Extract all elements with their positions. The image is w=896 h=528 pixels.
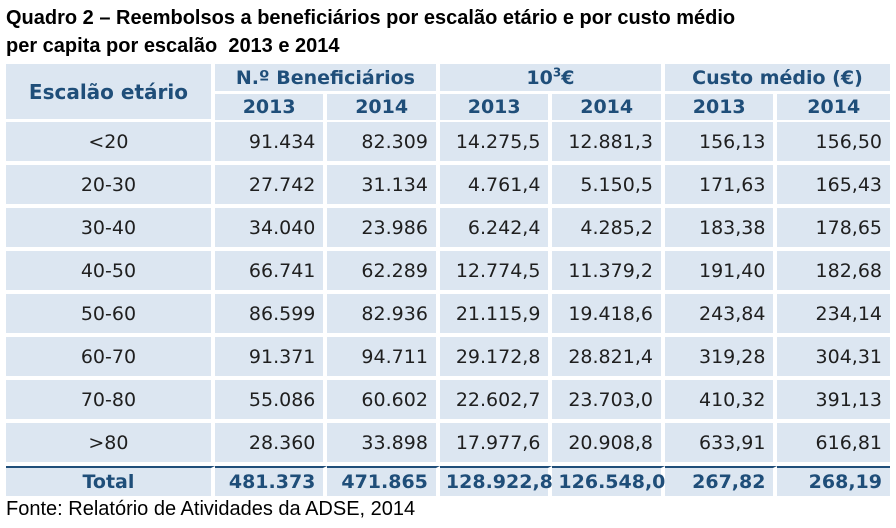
beneficiaries-header: N.º Beneficiários — [214, 64, 440, 94]
table-row: 20-30 27.742 31.134 4.761,4 5.150,5 171,… — [6, 165, 890, 208]
table-row: >80 28.360 33.898 17.977,6 20.908,8 633,… — [6, 423, 890, 466]
year-header: 2014 — [777, 94, 890, 122]
amount-header-exponent: 3 — [552, 65, 562, 80]
table-row: 60-70 91.371 94.711 29.172,8 28.821,4 31… — [6, 337, 890, 380]
year-header: 2013 — [664, 94, 778, 122]
total-avg-cost-2013: 267,82 — [664, 466, 778, 496]
year-header: 2013 — [214, 94, 328, 122]
avg-cost-2014-cell: 182,68 — [777, 251, 890, 294]
age-group-cell: 20-30 — [6, 165, 215, 208]
amount-2014-cell: 4.285,2 — [552, 208, 665, 251]
avg-cost-2013-cell: 183,38 — [664, 208, 778, 251]
amount-2014-cell: 11.379,2 — [552, 251, 665, 294]
beneficiaries-2014-cell: 82.936 — [327, 294, 440, 337]
amount-2013-cell: 6.242,4 — [439, 208, 553, 251]
beneficiaries-2014-cell: 82.309 — [327, 122, 440, 165]
age-group-cell: <20 — [6, 122, 215, 165]
beneficiaries-2013-cell: 28.360 — [214, 423, 328, 466]
age-group-cell: 60-70 — [6, 337, 215, 380]
beneficiaries-2013-cell: 66.741 — [214, 251, 328, 294]
beneficiaries-2014-cell: 31.134 — [327, 165, 440, 208]
year-header: 2014 — [327, 94, 440, 122]
table-row: <20 91.434 82.309 14.275,5 12.881,3 156,… — [6, 122, 890, 165]
total-amount-2013: 128.922,8 — [439, 466, 553, 496]
avg-cost-2014-cell: 165,43 — [777, 165, 890, 208]
beneficiaries-2013-cell: 91.434 — [214, 122, 328, 165]
amount-2013-cell: 12.774,5 — [439, 251, 553, 294]
amount-2014-cell: 20.908,8 — [552, 423, 665, 466]
amount-2014-cell: 19.418,6 — [552, 294, 665, 337]
beneficiaries-2014-cell: 60.602 — [327, 380, 440, 423]
total-amount-2014: 126.548,0 — [552, 466, 665, 496]
year-header: 2013 — [439, 94, 553, 122]
table-row: 40-50 66.741 62.289 12.774,5 11.379,2 19… — [6, 251, 890, 294]
table-row: 30-40 34.040 23.986 6.242,4 4.285,2 183,… — [6, 208, 890, 251]
amount-2013-cell: 4.761,4 — [439, 165, 553, 208]
avg-cost-2013-cell: 319,28 — [664, 337, 778, 380]
total-row: Total 481.373 471.865 128.922,8 126.548,… — [6, 466, 890, 496]
amount-2013-cell: 29.172,8 — [439, 337, 553, 380]
table-title: Quadro 2 – Reembolsos a beneficiários po… — [6, 4, 890, 60]
avg-cost-2013-cell: 633,91 — [664, 423, 778, 466]
amount-2013-cell: 17.977,6 — [439, 423, 553, 466]
avg-cost-2014-cell: 304,31 — [777, 337, 890, 380]
amount-header-suffix: € — [561, 66, 575, 89]
beneficiaries-2014-cell: 94.711 — [327, 337, 440, 380]
amount-2013-cell: 21.115,9 — [439, 294, 553, 337]
reimbursement-table: Escalão etário N.º Beneficiários 103€ Cu… — [6, 64, 890, 496]
avg-cost-header: Custo médio (€) — [664, 64, 890, 94]
total-beneficiaries-2014: 471.865 — [327, 466, 440, 496]
year-header: 2014 — [552, 94, 665, 122]
source-note: Fonte: Relatório de Atividades da ADSE, … — [6, 498, 416, 520]
beneficiaries-2013-cell: 34.040 — [214, 208, 328, 251]
amount-2014-cell: 12.881,3 — [552, 122, 665, 165]
avg-cost-2013-cell: 410,32 — [664, 380, 778, 423]
beneficiaries-2014-cell: 62.289 — [327, 251, 440, 294]
amount-2014-cell: 5.150,5 — [552, 165, 665, 208]
title-line-1: Quadro 2 – Reembolsos a beneficiários po… — [6, 7, 736, 29]
avg-cost-2014-cell: 178,65 — [777, 208, 890, 251]
avg-cost-2013-cell: 191,40 — [664, 251, 778, 294]
amount-2013-cell: 22.602,7 — [439, 380, 553, 423]
total-beneficiaries-2013: 481.373 — [214, 466, 328, 496]
amount-2014-cell: 28.821,4 — [552, 337, 665, 380]
age-group-header: Escalão etário — [6, 64, 215, 122]
avg-cost-2013-cell: 171,63 — [664, 165, 778, 208]
avg-cost-2014-cell: 234,14 — [777, 294, 890, 337]
age-group-cell: 30-40 — [6, 208, 215, 251]
amount-2014-cell: 23.703,0 — [552, 380, 665, 423]
amount-2013-cell: 14.275,5 — [439, 122, 553, 165]
age-group-cell: 70-80 — [6, 380, 215, 423]
title-line-2: per capita por escalão 2013 e 2014 — [6, 35, 340, 57]
beneficiaries-2013-cell: 27.742 — [214, 165, 328, 208]
total-label: Total — [6, 466, 215, 496]
avg-cost-2014-cell: 391,13 — [777, 380, 890, 423]
avg-cost-2013-cell: 243,84 — [664, 294, 778, 337]
beneficiaries-2014-cell: 23.986 — [327, 208, 440, 251]
beneficiaries-2013-cell: 86.599 — [214, 294, 328, 337]
beneficiaries-2014-cell: 33.898 — [327, 423, 440, 466]
age-group-cell: >80 — [6, 423, 215, 466]
amount-header: 103€ — [439, 64, 665, 94]
beneficiaries-2013-cell: 55.086 — [214, 380, 328, 423]
age-group-cell: 40-50 — [6, 251, 215, 294]
avg-cost-2013-cell: 156,13 — [664, 122, 778, 165]
avg-cost-2014-cell: 616,81 — [777, 423, 890, 466]
avg-cost-2014-cell: 156,50 — [777, 122, 890, 165]
beneficiaries-2013-cell: 91.371 — [214, 337, 328, 380]
table-row: 70-80 55.086 60.602 22.602,7 23.703,0 41… — [6, 380, 890, 423]
table-row: 50-60 86.599 82.936 21.115,9 19.418,6 24… — [6, 294, 890, 337]
total-avg-cost-2014: 268,19 — [777, 466, 890, 496]
amount-header-prefix: 10 — [526, 66, 553, 89]
age-group-cell: 50-60 — [6, 294, 215, 337]
